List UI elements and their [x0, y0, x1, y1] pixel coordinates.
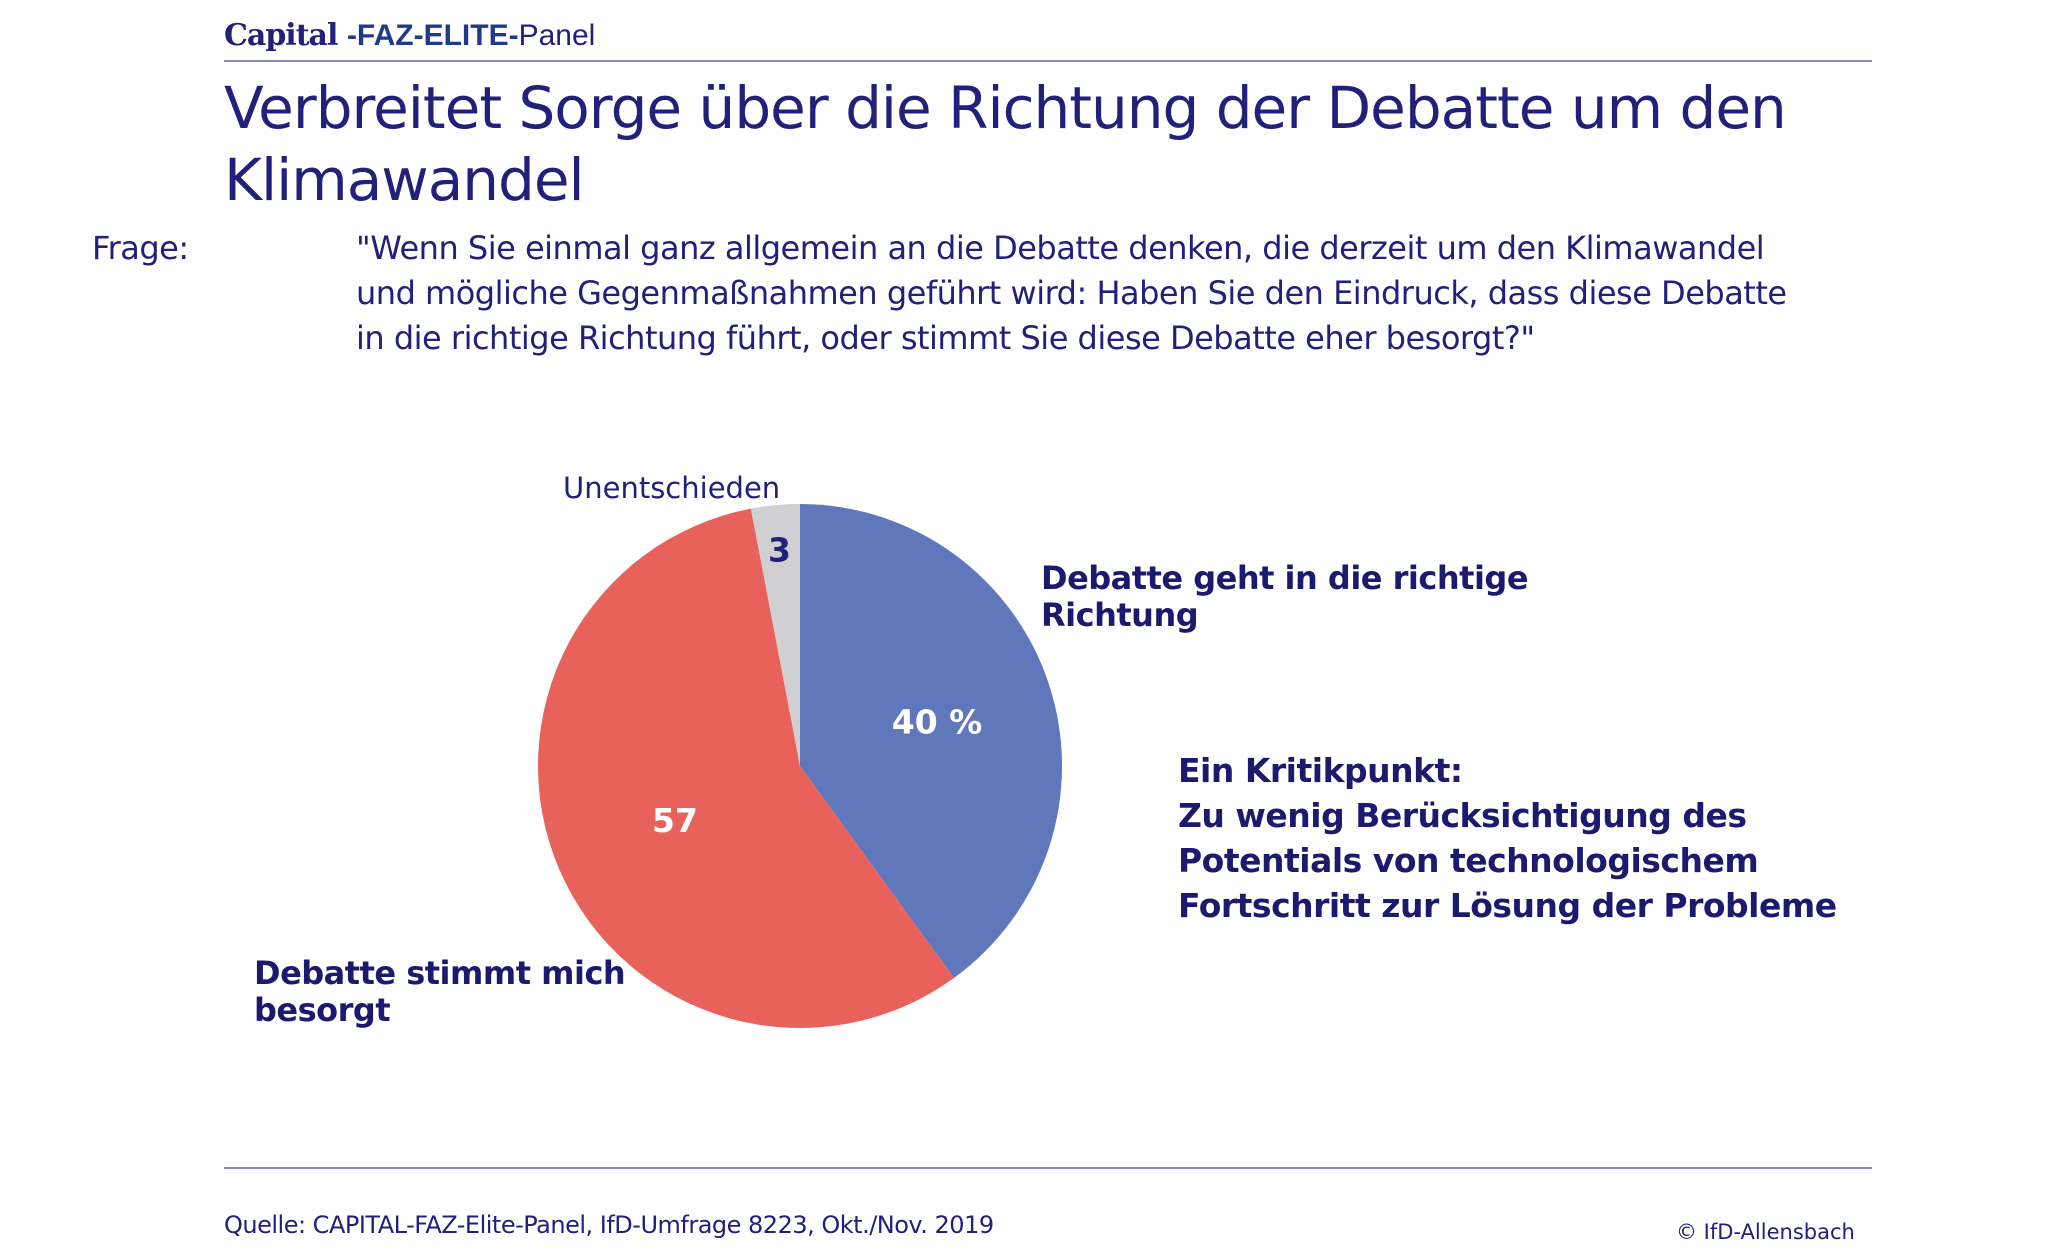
- legend-label-undecided: Unentschieden: [563, 471, 781, 505]
- chart-title: Verbreitet Sorge über die Richtung der D…: [224, 74, 1787, 214]
- survey-question: Frage: "Wenn Sie einmal ganz allgemein an…: [92, 226, 1824, 361]
- copyright: © IfD-Allensbach: [1676, 1220, 1855, 1244]
- slice-value-label: 57: [652, 801, 698, 840]
- brand-faz-elite: -FAZ-ELITE-: [346, 19, 519, 52]
- source-note: Quelle: CAPITAL-FAZ-Elite-Panel, IfD-Umf…: [224, 1211, 994, 1239]
- legend-label-worried: Debatte stimmt mich besorgt: [254, 954, 626, 1029]
- question-text: "Wenn Sie einmal ganz allgemein an die D…: [356, 229, 1787, 357]
- annotation-note: Ein Kritikpunkt: Zu wenig Berücksichtigu…: [1178, 748, 1858, 928]
- note-text: Zu wenig Berücksichtigung des Potentials…: [1178, 796, 1837, 925]
- slice-value-label: 40 %: [892, 702, 982, 741]
- pie-slice-right-direction: [800, 504, 1063, 978]
- bottom-divider: [224, 1167, 1872, 1169]
- question-label: Frage:: [92, 229, 189, 267]
- brand-capital: Capital: [224, 18, 338, 53]
- brand-header: Capital -FAZ-ELITE-Panel: [224, 14, 595, 58]
- slice-value-label: 3: [768, 531, 791, 570]
- note-heading: Ein Kritikpunkt:: [1178, 751, 1463, 790]
- pie-slice-undecided: [750, 504, 800, 766]
- brand-panel: Panel: [518, 19, 596, 52]
- legend-label-right-direction: Debatte geht in die richtige Richtung: [1041, 559, 1529, 634]
- top-divider: [224, 60, 1872, 62]
- pie-slice-worried: [538, 508, 954, 1028]
